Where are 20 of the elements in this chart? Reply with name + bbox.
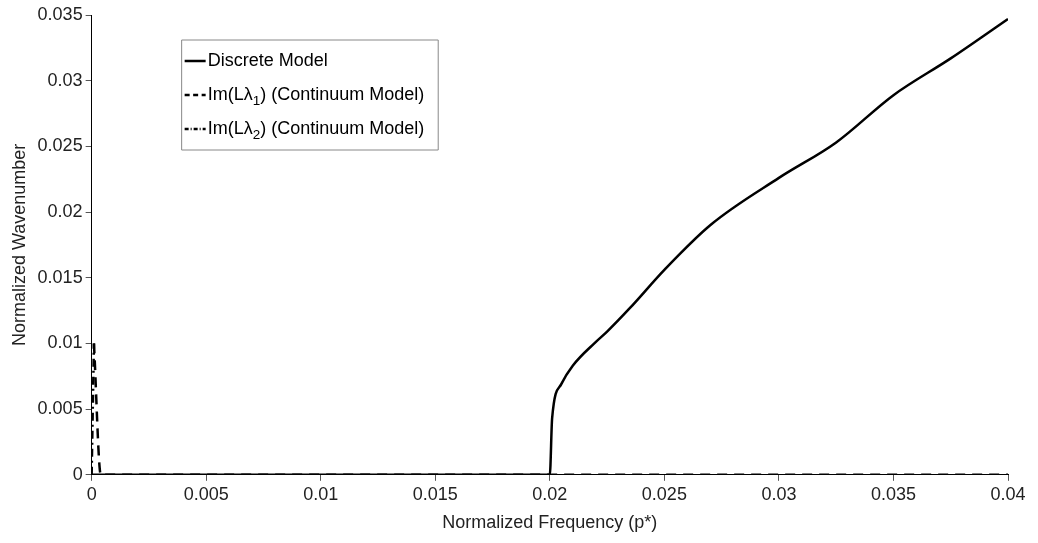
y-tick-label: 0.025 — [37, 135, 83, 156]
legend-label: Discrete Model — [207, 49, 328, 70]
x-tick-label: 0 — [86, 483, 97, 504]
x-tick-label: 0.02 — [532, 483, 568, 504]
y-tick-label: 0.01 — [47, 332, 83, 353]
y-tick-label: 0.03 — [47, 69, 83, 90]
x-tick-label: 0.035 — [870, 483, 916, 504]
x-tick-label: 0.04 — [990, 483, 1026, 504]
y-tick-label: 0.02 — [47, 201, 83, 222]
x-tick-label: 0.025 — [641, 483, 687, 504]
x-tick-label: 0.015 — [412, 483, 458, 504]
x-tick-label: 0.005 — [183, 483, 229, 504]
y-tick-label: 0.035 — [37, 3, 83, 24]
x-tick-label: 0.01 — [303, 483, 339, 504]
x-tick-label: 0.03 — [761, 483, 797, 504]
y-tick-label: 0.015 — [37, 266, 83, 287]
y-axis-title: Normalized Wavenumber — [8, 143, 29, 347]
y-tick-label: 0.005 — [37, 398, 83, 419]
y-tick-label: 0 — [72, 463, 83, 484]
x-axis-title: Normalized Frequency (p*) — [442, 512, 658, 533]
